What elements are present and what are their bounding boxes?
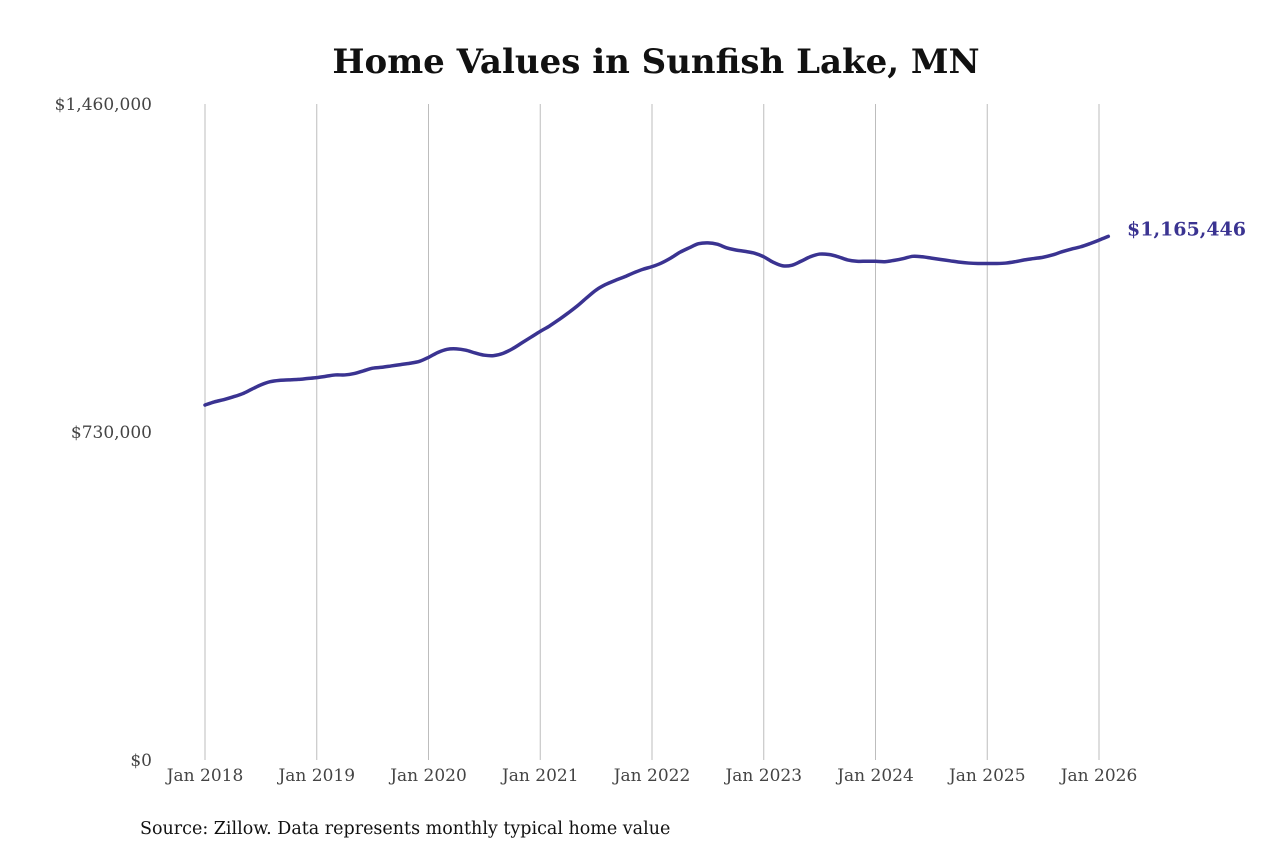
end-value-label: $1,165,446 [1127, 218, 1246, 240]
x-tick-label: Jan 2021 [500, 766, 579, 786]
x-tick-label: Jan 2019 [276, 766, 355, 786]
x-tick-label: Jan 2020 [388, 766, 467, 786]
y-tick-label: $730,000 [71, 423, 152, 443]
series-layer: $1,165,446 [203, 218, 1246, 407]
chart-title: Home Values in Sunfish Lake, MN [332, 42, 979, 82]
x-axis-labels: Jan 2018 Jan 2019 Jan 2020 Jan 2021 Jan 2022… [165, 766, 1138, 786]
x-tick-label: Jan 2026 [1059, 766, 1138, 786]
x-tick-label: Jan 2022 [612, 766, 691, 786]
y-tick-label: $0 [130, 751, 152, 771]
source-note: Source: Zillow. Data represents monthly … [140, 819, 670, 839]
x-tick-label: Jan 2025 [947, 766, 1026, 786]
x-tick-label: Jan 2023 [723, 766, 802, 786]
x-tick-label: Jan 2024 [835, 766, 914, 786]
y-axis-labels: $0 $730,000 $1,460,000 [55, 95, 152, 771]
x-tick-label: Jan 2018 [165, 766, 244, 786]
y-tick-label: $1,460,000 [55, 95, 152, 115]
grid-lines [204, 104, 1100, 760]
series-line [203, 234, 1111, 407]
